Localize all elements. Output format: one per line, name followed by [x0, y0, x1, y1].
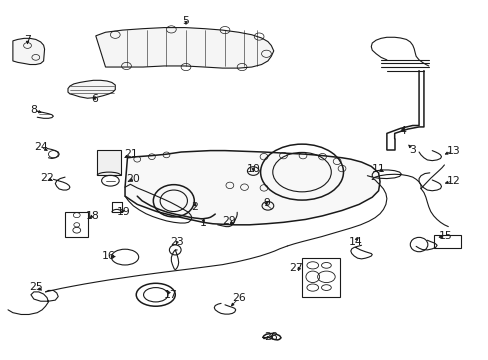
Text: 5: 5 [182, 17, 189, 27]
Text: 12: 12 [446, 176, 459, 186]
Text: 29: 29 [222, 216, 235, 226]
Text: 7: 7 [24, 35, 31, 45]
Text: 24: 24 [34, 142, 47, 152]
Text: 27: 27 [288, 263, 302, 273]
Ellipse shape [111, 249, 139, 265]
Text: 13: 13 [446, 145, 459, 156]
Text: 17: 17 [163, 290, 177, 300]
Text: 2: 2 [191, 202, 198, 212]
Text: 26: 26 [231, 293, 245, 303]
Polygon shape [96, 28, 273, 68]
Text: 11: 11 [371, 163, 385, 174]
Text: 28: 28 [264, 332, 278, 342]
Polygon shape [13, 39, 44, 64]
Text: 3: 3 [408, 144, 415, 154]
Bar [65, 212, 88, 237]
Text: 23: 23 [170, 237, 183, 247]
Text: 25: 25 [29, 282, 42, 292]
Text: 15: 15 [438, 231, 451, 240]
Text: 6: 6 [91, 94, 98, 104]
Text: 9: 9 [263, 198, 269, 208]
Text: 19: 19 [117, 207, 130, 217]
Text: 4: 4 [399, 126, 406, 135]
Text: 1: 1 [199, 218, 206, 228]
Text: 8: 8 [30, 105, 37, 115]
Polygon shape [68, 80, 115, 98]
Bar [97, 149, 121, 175]
Polygon shape [125, 150, 379, 225]
Bar [433, 234, 460, 248]
Text: 10: 10 [246, 163, 260, 174]
Text: 20: 20 [126, 174, 140, 184]
Text: 22: 22 [40, 173, 54, 183]
Text: 21: 21 [124, 149, 138, 159]
Bar [302, 258, 339, 297]
Text: 16: 16 [102, 251, 116, 261]
Text: 14: 14 [348, 237, 362, 247]
Text: 18: 18 [85, 211, 99, 221]
